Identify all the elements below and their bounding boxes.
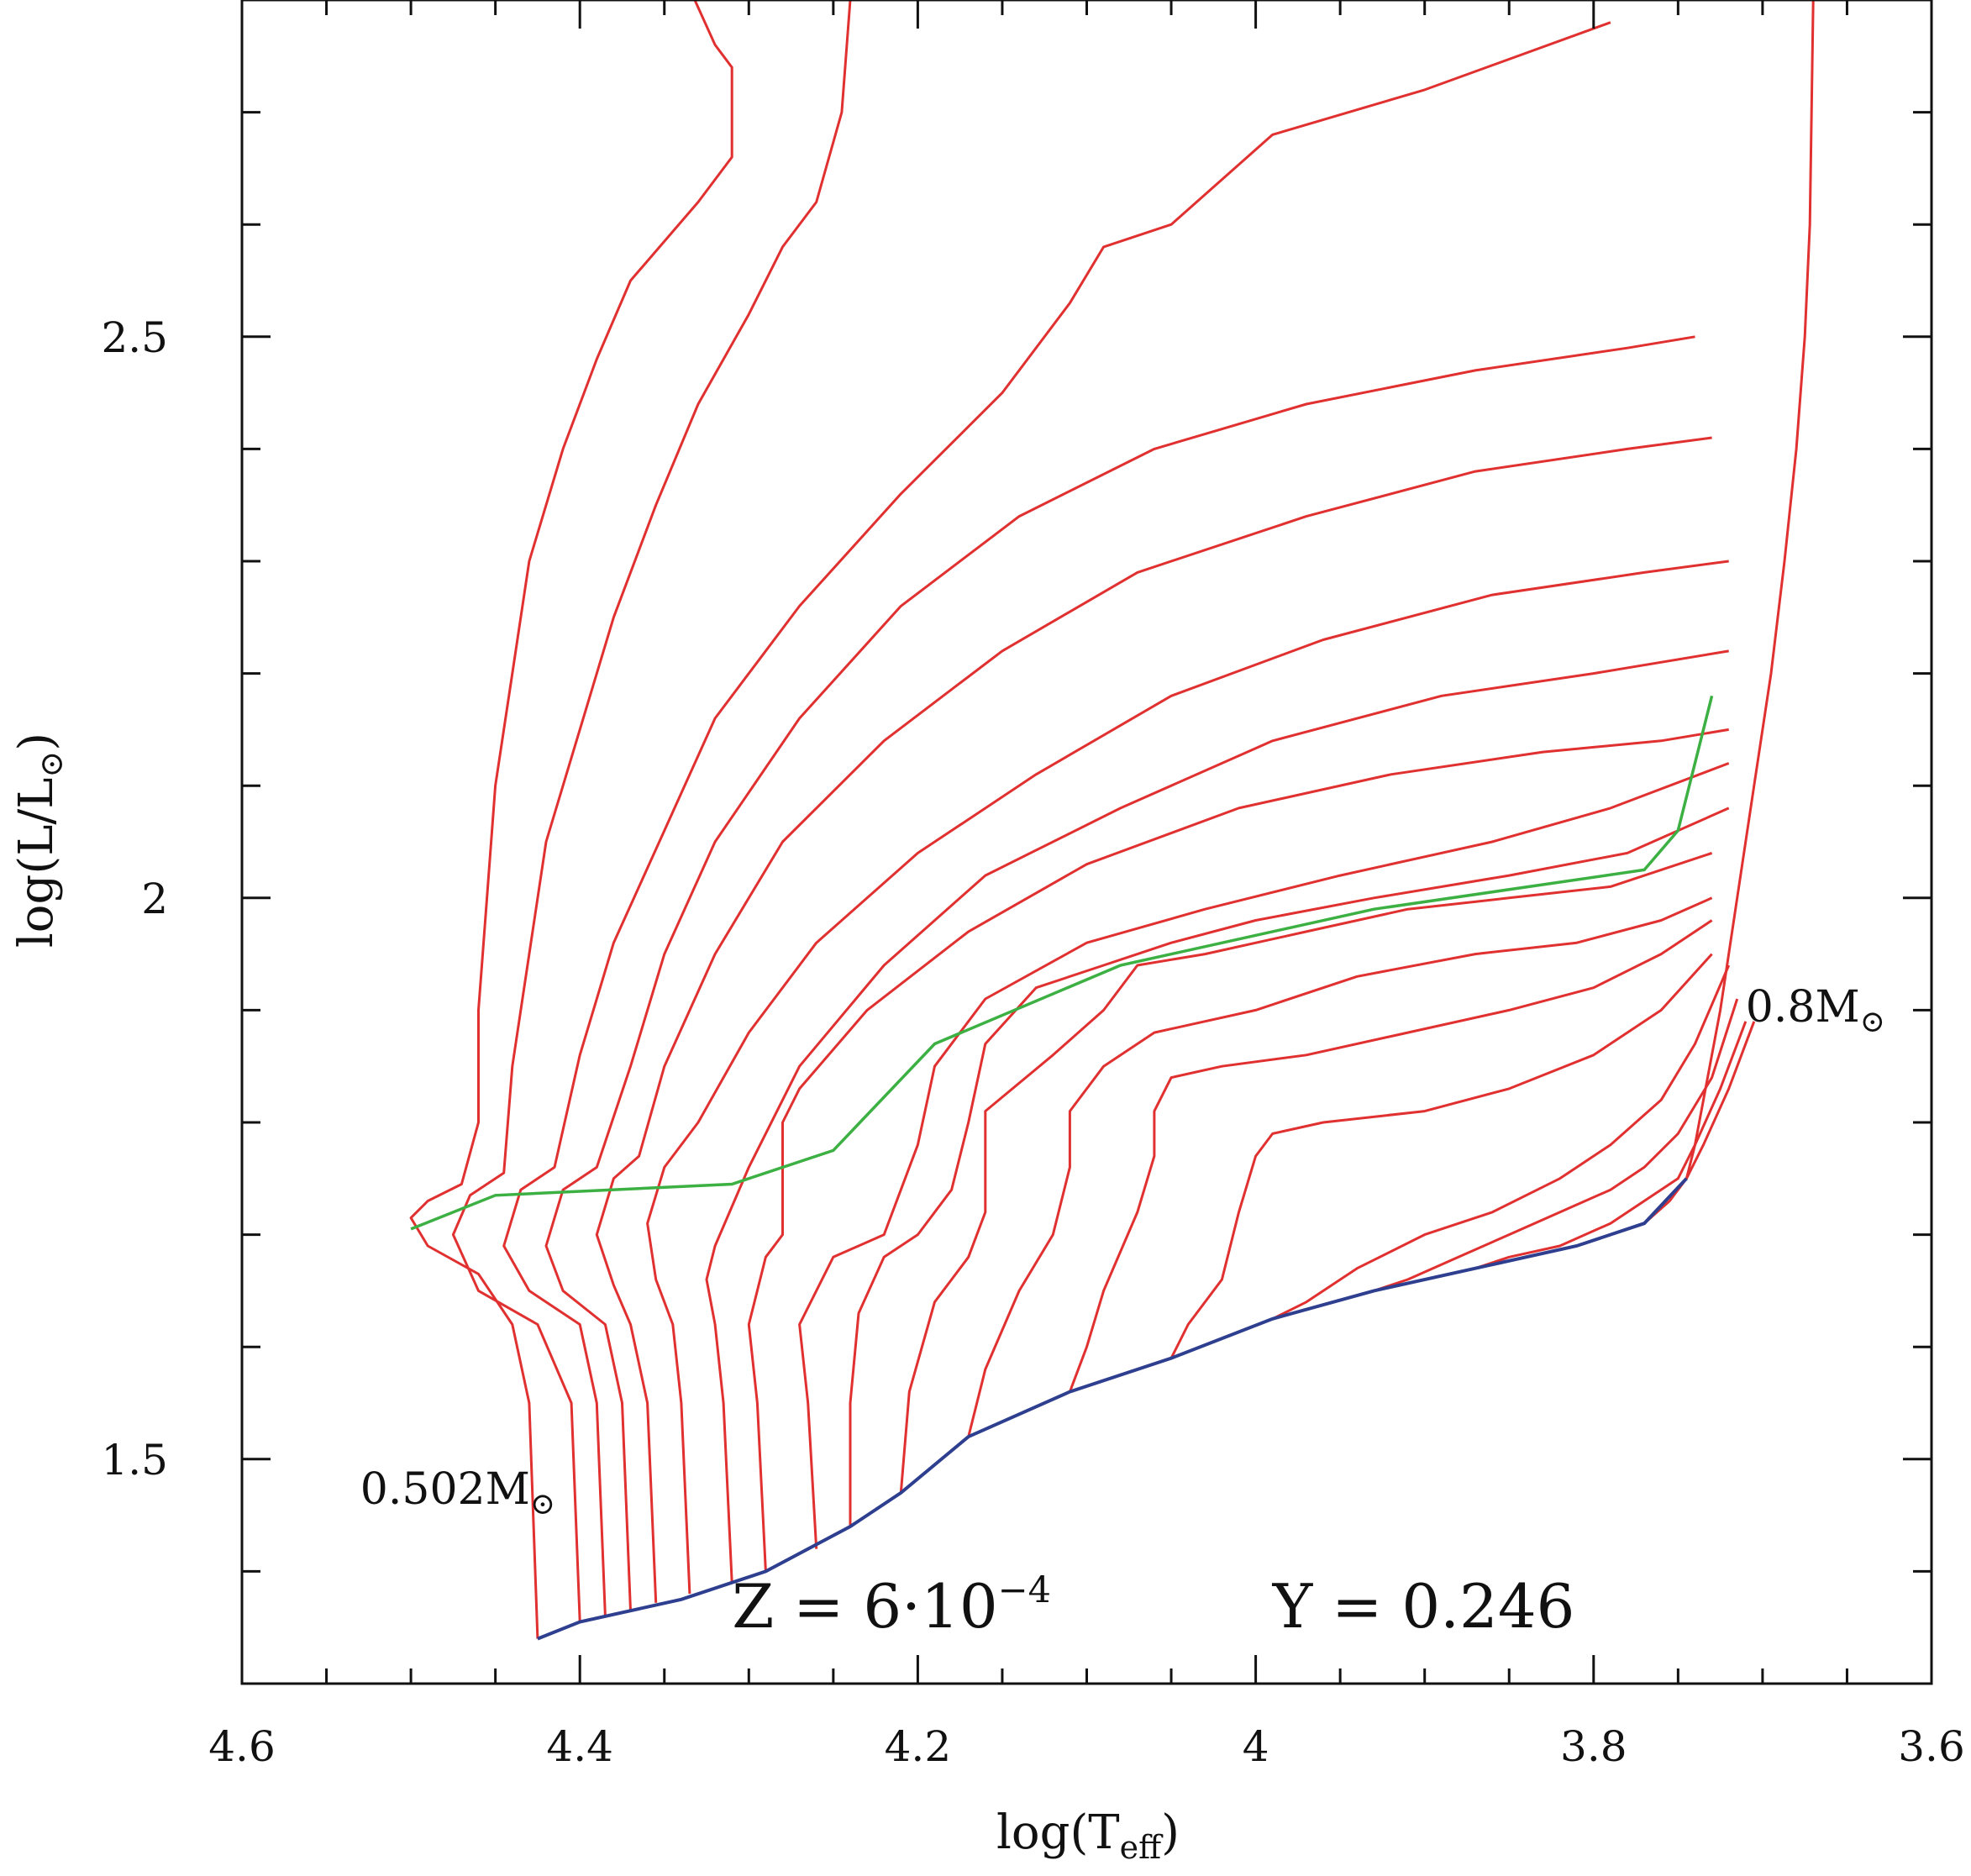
y-axis-title: log(L/L⊙) (9, 733, 70, 948)
annotation-2: 0.8M⊙ (1746, 982, 1885, 1039)
plot-frame (240, 0, 1933, 1685)
track-line-18 (1576, 1021, 1756, 1248)
x-tick-label: 3.8 (1560, 1722, 1627, 1771)
track-line-1 (409, 0, 733, 1639)
x-tick-label: 4.4 (546, 1722, 613, 1771)
x-tick-label: 4.6 (208, 1722, 276, 1771)
y-tick-label: 1.5 (101, 1436, 168, 1485)
green-line (410, 695, 1714, 1231)
track-line-19 (1685, 0, 1815, 1180)
track-line-5 (595, 436, 1712, 1603)
track-line-12 (967, 896, 1713, 1437)
track-line-7 (705, 649, 1729, 1583)
tick-labels: 4.6 4.4 4.2 4 3.8 3.6 1.5 2 2.5 (101, 313, 1964, 1771)
y-tick-label: 2.5 (101, 313, 168, 362)
axis-ticks (240, 0, 1933, 1685)
track-line-2 (451, 0, 852, 1622)
track-line-3 (502, 21, 1611, 1616)
track-line-16 (1373, 998, 1739, 1292)
x-tick-label: 4 (1243, 1722, 1269, 1771)
annotation-3: Z = 6·10−4 (732, 1569, 1051, 1642)
annotations: 0.502M⊙ 0.8M⊙ Z = 6·10−4 Y = 0.246 (360, 982, 1885, 1642)
plot-area (409, 0, 1815, 1641)
track-line-17 (1474, 1021, 1748, 1270)
track-line-6 (646, 560, 1729, 1595)
track-line-4 (544, 335, 1695, 1611)
track-line-9 (798, 762, 1730, 1549)
zahb-line (537, 1177, 1688, 1641)
track-line-13 (1068, 919, 1713, 1393)
x-axis-title: log(Teff) (996, 1805, 1180, 1866)
y-tick-label: 2 (141, 875, 168, 923)
track-line-15 (1272, 964, 1731, 1321)
track-line-14 (1169, 953, 1713, 1359)
track-line-10 (849, 807, 1730, 1527)
annotation-4: Y = 0.246 (1272, 1571, 1575, 1642)
annotation-1: 0.502M⊙ (360, 1464, 555, 1521)
track-line-8 (747, 728, 1729, 1572)
x-tick-label: 3.6 (1898, 1722, 1965, 1771)
track-line-11 (899, 851, 1713, 1494)
x-tick-label: 4.2 (885, 1722, 952, 1771)
